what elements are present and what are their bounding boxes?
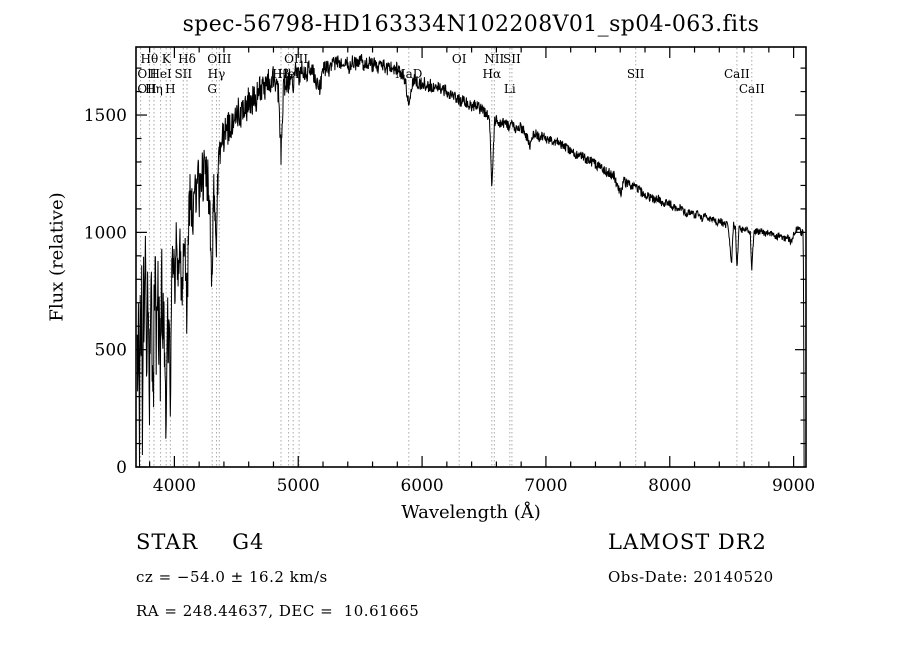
object-class: STAR G4 [136, 530, 419, 554]
line-label: SII [174, 67, 192, 81]
line-label: H [165, 82, 175, 96]
line-label: OI [452, 52, 467, 66]
line-label: K [162, 52, 172, 66]
survey-name: LAMOST DR2 [608, 530, 767, 554]
line-label: Hγ [208, 67, 226, 81]
x-tick-label: 9000 [772, 476, 815, 496]
line-label: OII [137, 82, 157, 96]
y-tick-label: 1500 [84, 106, 127, 126]
x-tick-label: 7000 [524, 476, 567, 496]
line-label: SII [503, 52, 521, 66]
object-subclass: G4 [232, 530, 265, 554]
spectrum-line [136, 54, 805, 467]
x-tick-label: 6000 [400, 476, 443, 496]
line-label: OIII [207, 52, 231, 66]
line-label: SII [627, 67, 645, 81]
spectrum-title: spec-56798-HD163334N102208V01_sp04-063.f… [182, 12, 760, 37]
axis-tick-labels: 4000 5000 6000 7000 8000 9000 0 500 1000 1500 [84, 106, 816, 496]
x-tick-label: 5000 [277, 476, 320, 496]
plot-frame [135, 46, 807, 468]
line-label: HeI [149, 67, 172, 81]
spectral-line-markers [140, 48, 753, 466]
line-label: Hθ [141, 52, 159, 66]
x-tick-label: 4000 [153, 476, 196, 496]
object-info: STAR G4 cz = −54.0 ± 16.2 km/s RA = 248.… [136, 530, 419, 620]
survey-info: LAMOST DR2 Obs-Date: 20140520 [608, 530, 774, 586]
line-label: Hβ [272, 67, 289, 81]
line-label: CaII [739, 82, 765, 96]
line-label: NII [484, 52, 504, 66]
redshift-velocity: cz = −54.0 ± 16.2 km/s [136, 568, 328, 586]
x-axis-label: Wavelength (Å) [401, 502, 541, 523]
y-tick-label: 0 [116, 458, 127, 478]
line-label: Hδ [178, 52, 196, 66]
line-label: CaII [724, 67, 750, 81]
coordinates: RA = 248.44637, DEC = 10.61665 [136, 602, 420, 620]
class-label: STAR [136, 530, 199, 554]
x-tick-label: 8000 [648, 476, 691, 496]
line-label: G [207, 82, 217, 96]
obs-date: Obs-Date: 20140520 [608, 568, 774, 586]
line-label: Hη [145, 82, 163, 96]
y-tick-label: 500 [95, 341, 127, 361]
y-tick-label: 1000 [84, 223, 127, 243]
line-label: Hα [483, 67, 502, 81]
line-label: OII [137, 67, 157, 81]
line-label: OIII [284, 52, 308, 66]
line-label: Li [504, 82, 516, 96]
